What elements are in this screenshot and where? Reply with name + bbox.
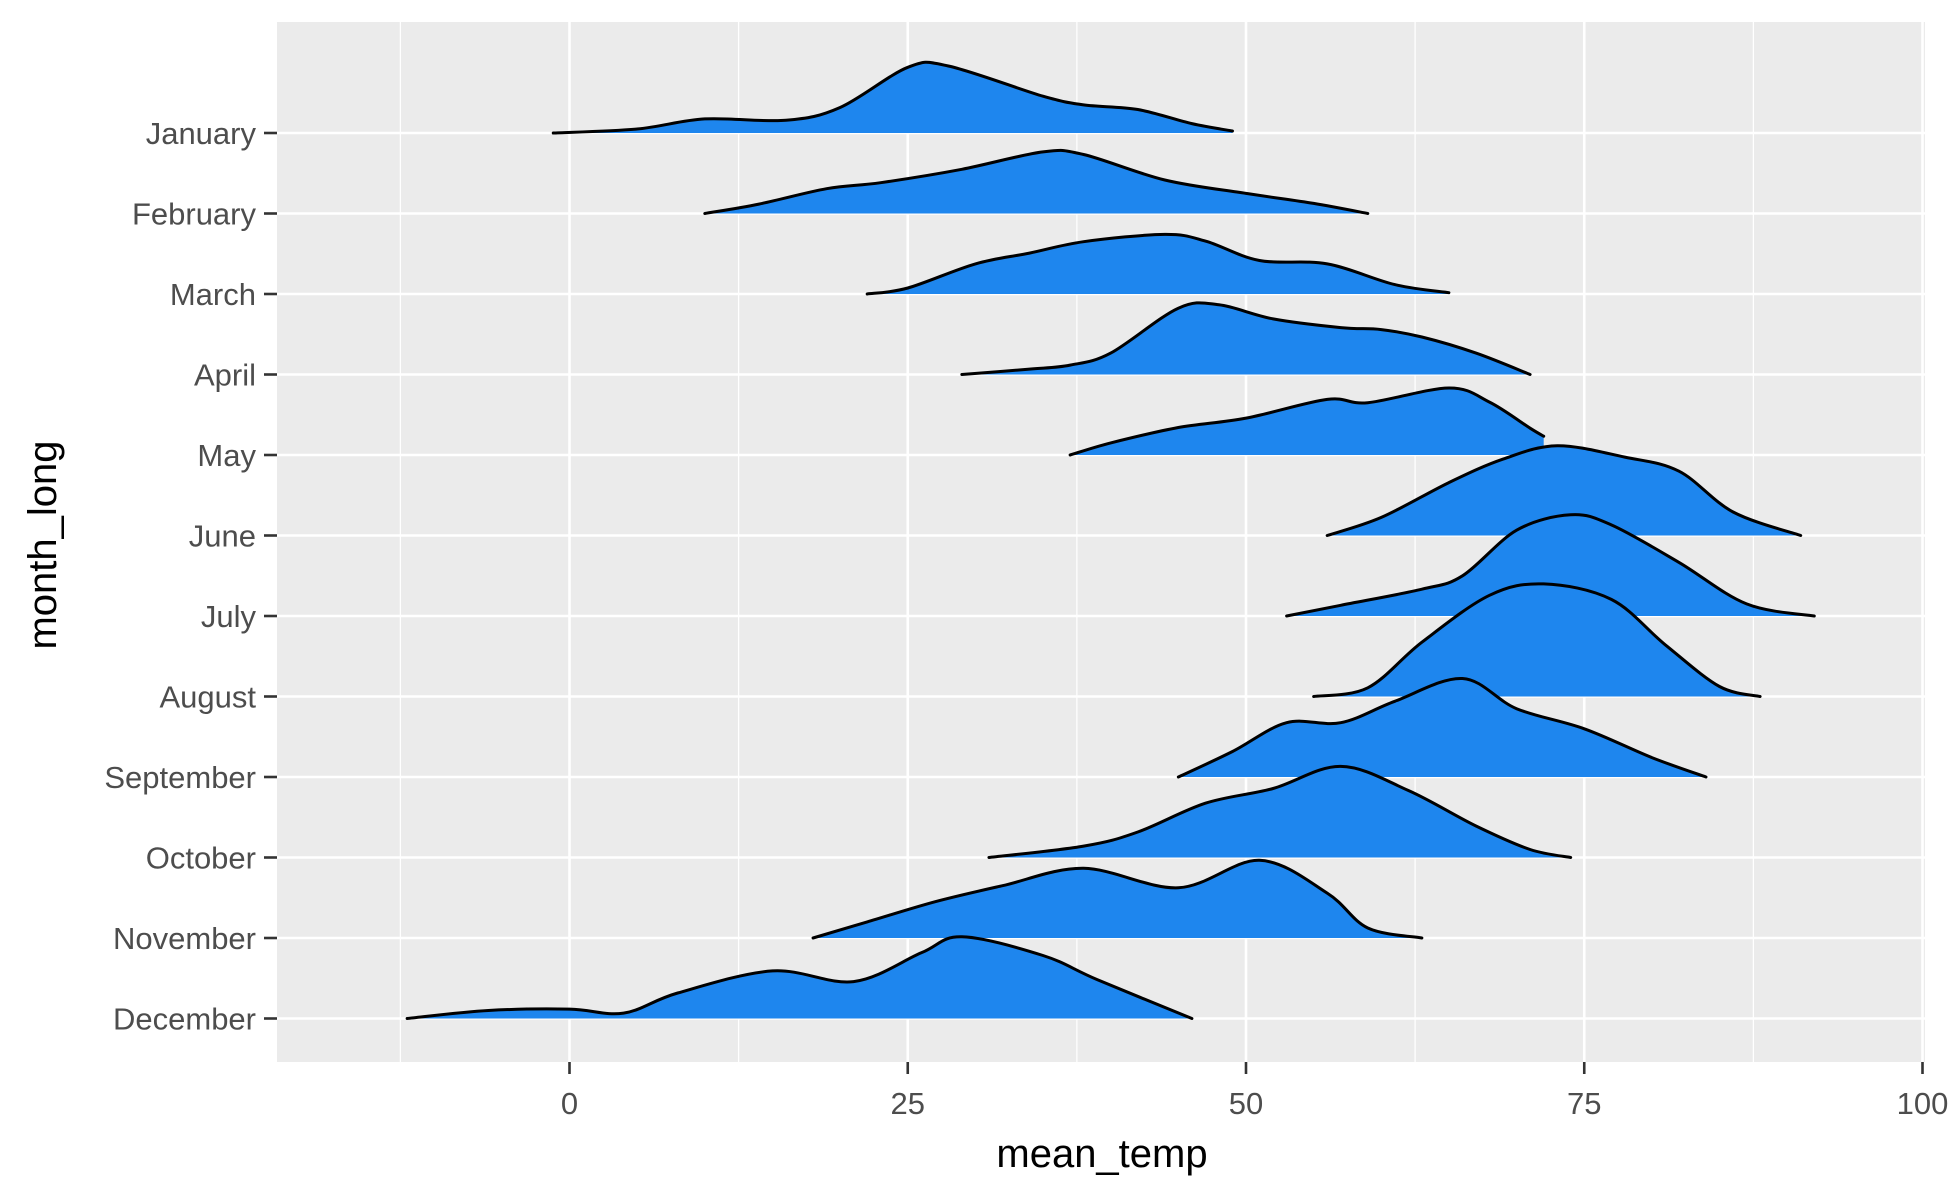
x-tick-label: 25 <box>891 1086 925 1121</box>
ridge-outline <box>1285 513 1816 618</box>
y-tick-label: December <box>113 1002 256 1037</box>
y-tick-label: April <box>194 358 256 393</box>
y-tick-label: May <box>197 438 256 473</box>
ridge-outline <box>865 232 1451 296</box>
y-tick-label: July <box>201 599 257 634</box>
ridge-outline <box>960 301 1532 376</box>
ridge-fill <box>813 860 1422 938</box>
x-tick-label: 75 <box>1567 1086 1601 1121</box>
x-tick-label: 50 <box>1229 1086 1263 1121</box>
ridge-fill <box>407 936 1192 1019</box>
ridge-fill <box>1327 445 1801 536</box>
x-axis: 0 25 50 75 100 <box>561 1062 1948 1121</box>
ridge-fill <box>1070 387 1544 455</box>
ridge-june <box>1325 444 1803 537</box>
y-tick-label: June <box>189 519 256 554</box>
ridge-fill <box>704 150 1368 214</box>
ridge-outline <box>703 148 1370 215</box>
ridge-january <box>551 60 1234 135</box>
y-axis-title: month_long <box>21 440 65 649</box>
x-tick-label: 0 <box>561 1086 578 1121</box>
ridge-september <box>1176 676 1708 779</box>
ridge-fill <box>1178 678 1706 777</box>
ridge-outline <box>551 60 1234 135</box>
ridge-december <box>405 935 1194 1020</box>
ridge-outline <box>1312 582 1762 698</box>
ridge-may <box>1068 386 1546 457</box>
density-ridges <box>405 60 1816 1020</box>
ridge-fill <box>553 62 1233 133</box>
ridge-outline <box>1068 386 1546 457</box>
y-tick-label: October <box>146 841 256 876</box>
ridge-fill <box>867 234 1449 294</box>
ridge-march <box>865 232 1451 296</box>
ridge-outline <box>987 764 1573 859</box>
ridge-outline <box>811 858 1424 940</box>
x-tick-label: 100 <box>1897 1086 1949 1121</box>
y-tick-label: November <box>113 921 256 956</box>
ridge-july <box>1285 513 1816 618</box>
y-tick-label: August <box>159 680 256 715</box>
ridge-february <box>703 148 1370 215</box>
ridge-fill <box>1313 583 1761 697</box>
y-tick-label: March <box>170 277 256 312</box>
x-axis-title: mean_temp <box>996 1132 1207 1176</box>
y-tick-label: February <box>132 197 257 232</box>
ridge-outline <box>1325 444 1803 537</box>
ridge-october <box>987 764 1573 859</box>
ridge-november <box>811 858 1424 940</box>
y-tick-label: January <box>146 116 257 151</box>
y-tick-label: September <box>104 760 256 795</box>
ridge-outline <box>405 935 1194 1020</box>
ridge-april <box>960 301 1532 376</box>
y-axis: January February March April May June July Augu… <box>104 116 277 1037</box>
ridge-outline <box>1176 676 1708 779</box>
ridge-august <box>1312 582 1762 698</box>
